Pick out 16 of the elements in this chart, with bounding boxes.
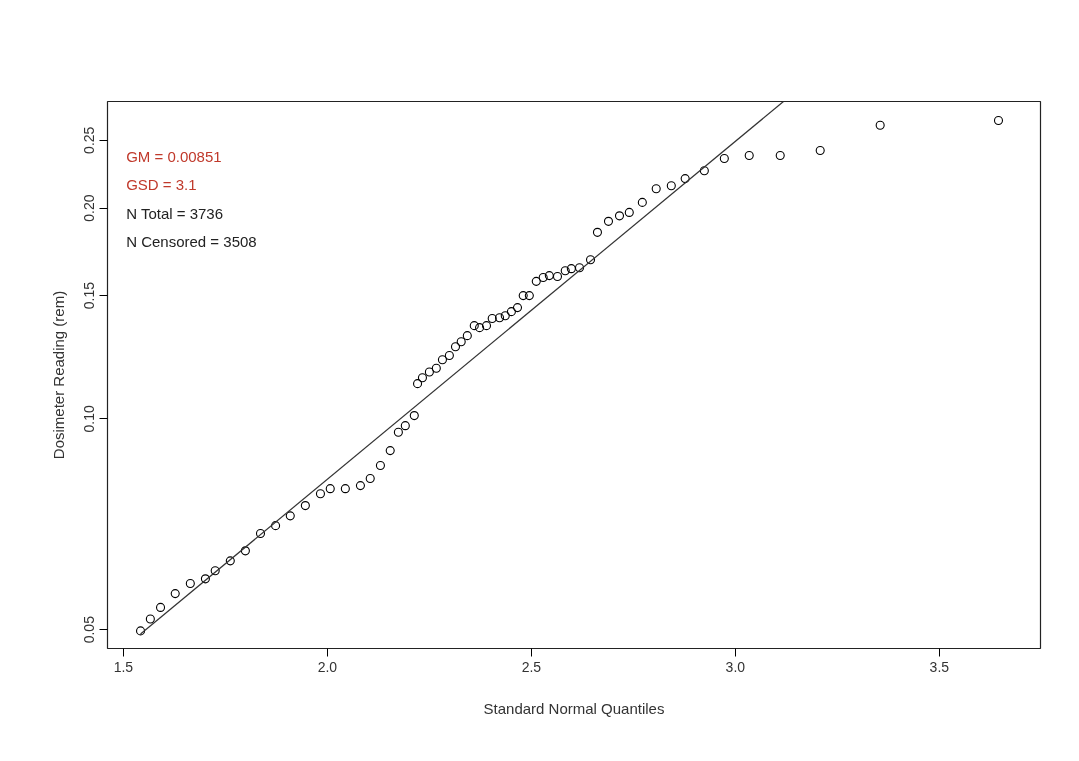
- y-tick-label: 0.25: [81, 126, 98, 154]
- x-tick-label: 2.5: [521, 658, 542, 675]
- y-tick-label: 0.05: [81, 615, 98, 644]
- y-tick-label: 0.20: [81, 194, 98, 222]
- annotation: N Censored = 3508: [126, 233, 257, 251]
- y-axis-title: Dosimeter Reading (rem): [49, 290, 67, 460]
- x-tick-label: 3.5: [929, 658, 950, 675]
- x-tick-label: 2.0: [317, 658, 338, 675]
- x-tick-label: 3.0: [725, 658, 746, 675]
- y-tick-label: 0.10: [81, 405, 98, 433]
- annotation: N Total = 3736: [126, 204, 224, 222]
- annotation: GSD = 3.1: [126, 176, 197, 194]
- y-tick-label: 0.15: [81, 281, 98, 310]
- x-tick-label: 1.5: [113, 658, 134, 675]
- annotation: GM = 0.00851: [126, 147, 222, 165]
- x-axis-title: Standard Normal Quantiles: [483, 699, 665, 717]
